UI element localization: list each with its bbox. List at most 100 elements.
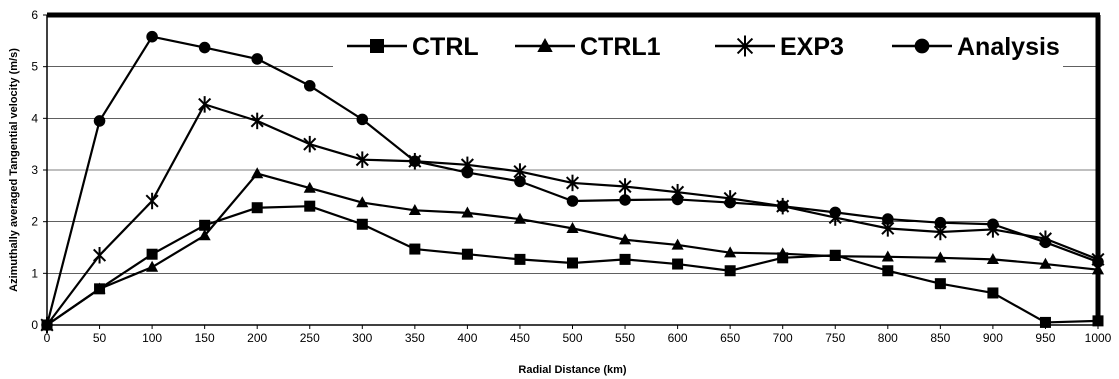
point-ctrl-850: [934, 278, 946, 290]
point-ctrl-350: [409, 243, 421, 255]
point-ctrl1-900: [986, 253, 999, 265]
point-analysis-1000: [1092, 256, 1104, 268]
point-analysis-900: [987, 218, 999, 231]
point-ctrl1-150: [198, 229, 211, 241]
point-exp3-50: [93, 247, 107, 264]
legend-label-exp3: EXP3: [780, 33, 844, 61]
point-analysis-300: [356, 113, 369, 126]
point-ctrl1-450: [513, 212, 526, 224]
point-ctrl-300: [356, 218, 368, 230]
series-exp3: [40, 96, 1105, 334]
point-ctrl-200: [251, 202, 263, 214]
x-tick-label-700: 700: [773, 331, 793, 345]
point-ctrl-400: [461, 248, 473, 260]
point-ctrl1-550: [619, 233, 632, 245]
point-ctrl-250: [304, 200, 316, 212]
tick-labels: 0 50 100 150 200 250 300 350 400 450 500 550 600 650 7…: [31, 8, 1111, 345]
point-ctrl1-250: [303, 181, 316, 193]
legend-marker-analysis: [914, 38, 930, 54]
x-tick-label-450: 450: [510, 331, 530, 345]
legend-item-exp3: EXP3: [715, 33, 844, 61]
point-exp3-200: [250, 112, 264, 130]
y-tick-label-4: 4: [31, 111, 38, 125]
point-ctrl1-850: [934, 251, 947, 263]
point-ctrl1-300: [356, 196, 369, 208]
legend-item-ctrl: CTRL: [347, 33, 479, 61]
x-tick-label-400: 400: [457, 331, 477, 345]
point-analysis-750: [829, 206, 842, 219]
legend-marker-exp3: [736, 35, 754, 57]
x-tick-label-500: 500: [562, 331, 582, 345]
point-exp3-250: [303, 135, 317, 153]
point-analysis-150: [198, 41, 211, 54]
point-ctrl1-700: [776, 247, 789, 259]
x-tick-label-900: 900: [983, 331, 1003, 345]
y-tick-label-6: 6: [31, 8, 38, 22]
series-group: [40, 30, 1105, 334]
point-analysis-50: [93, 115, 106, 127]
point-analysis-600: [671, 193, 684, 206]
x-axis-title: Radial Distance (km): [518, 364, 627, 376]
x-tick-label-100: 100: [142, 331, 162, 345]
legend-label-ctrl1: CTRL1: [580, 33, 661, 61]
point-ctrl-800: [882, 265, 894, 277]
x-tick-label-250: 250: [300, 331, 320, 345]
point-analysis-100: [146, 30, 158, 43]
x-tick-label-800: 800: [878, 331, 898, 345]
x-tick-label-950: 950: [1035, 331, 1055, 345]
y-axis-title: Azimuthally averaged Tangential velocity…: [8, 48, 20, 292]
legend-item-ctrl1: CTRL1: [515, 33, 661, 61]
x-tick-label-350: 350: [405, 331, 425, 345]
point-ctrl1-50: [93, 282, 106, 294]
point-analysis-400: [461, 166, 474, 179]
point-analysis-650: [724, 196, 736, 209]
legend: CTRL CTRL1 EXP3 Analysis: [333, 20, 1063, 72]
point-analysis-800: [882, 213, 894, 225]
point-exp3-300: [355, 151, 369, 168]
point-ctrl1-350: [408, 203, 421, 215]
point-ctrl1-800: [881, 250, 894, 262]
y-tick-label-5: 5: [31, 60, 38, 74]
point-analysis-200: [251, 53, 263, 65]
point-ctrl1-750: [829, 249, 842, 261]
point-ctrl1-600: [671, 238, 684, 250]
x-tick-label-650: 650: [720, 331, 740, 345]
point-exp3-500: [565, 174, 580, 192]
point-ctrl-650: [724, 265, 736, 277]
x-tick-label-750: 750: [825, 331, 845, 345]
y-tick-label-3: 3: [31, 163, 38, 177]
point-analysis-500: [566, 195, 579, 207]
point-ctrl-950: [1039, 316, 1051, 328]
point-exp3-150: [198, 96, 212, 113]
y-tick-label-2: 2: [31, 215, 38, 229]
x-tick-label-150: 150: [195, 331, 215, 345]
point-analysis-350: [409, 155, 421, 167]
x-tick-label-1000: 1000: [1085, 331, 1112, 345]
point-ctrl-1000: [1092, 315, 1104, 327]
point-ctrl1-400: [461, 206, 474, 218]
series-analysis: [41, 30, 1104, 331]
point-ctrl-150: [199, 219, 211, 231]
point-analysis-450: [514, 175, 526, 188]
point-ctrl-550: [619, 253, 631, 265]
legend-item-analysis: Analysis: [892, 33, 1060, 61]
point-exp3-100: [145, 192, 159, 210]
point-ctrl1-500: [566, 222, 579, 234]
x-tick-label-300: 300: [352, 331, 372, 345]
point-analysis-550: [619, 194, 631, 206]
point-ctrl-900: [987, 287, 999, 299]
point-analysis-250: [303, 80, 316, 92]
x-tick-label-200: 200: [247, 331, 267, 345]
point-ctrl1-200: [251, 167, 264, 179]
point-ctrl1-1000: [1091, 263, 1105, 275]
x-tick-label-850: 850: [930, 331, 950, 345]
y-tick-label-1: 1: [31, 266, 38, 280]
point-ctrl1-950: [1039, 257, 1052, 269]
series-ctrl1: [40, 167, 1105, 330]
x-tick-label-50: 50: [93, 331, 107, 345]
y-tick-label-0: 0: [31, 318, 38, 332]
legend-marker-ctrl1: [537, 37, 553, 52]
legend-label-ctrl: CTRL: [412, 33, 479, 61]
